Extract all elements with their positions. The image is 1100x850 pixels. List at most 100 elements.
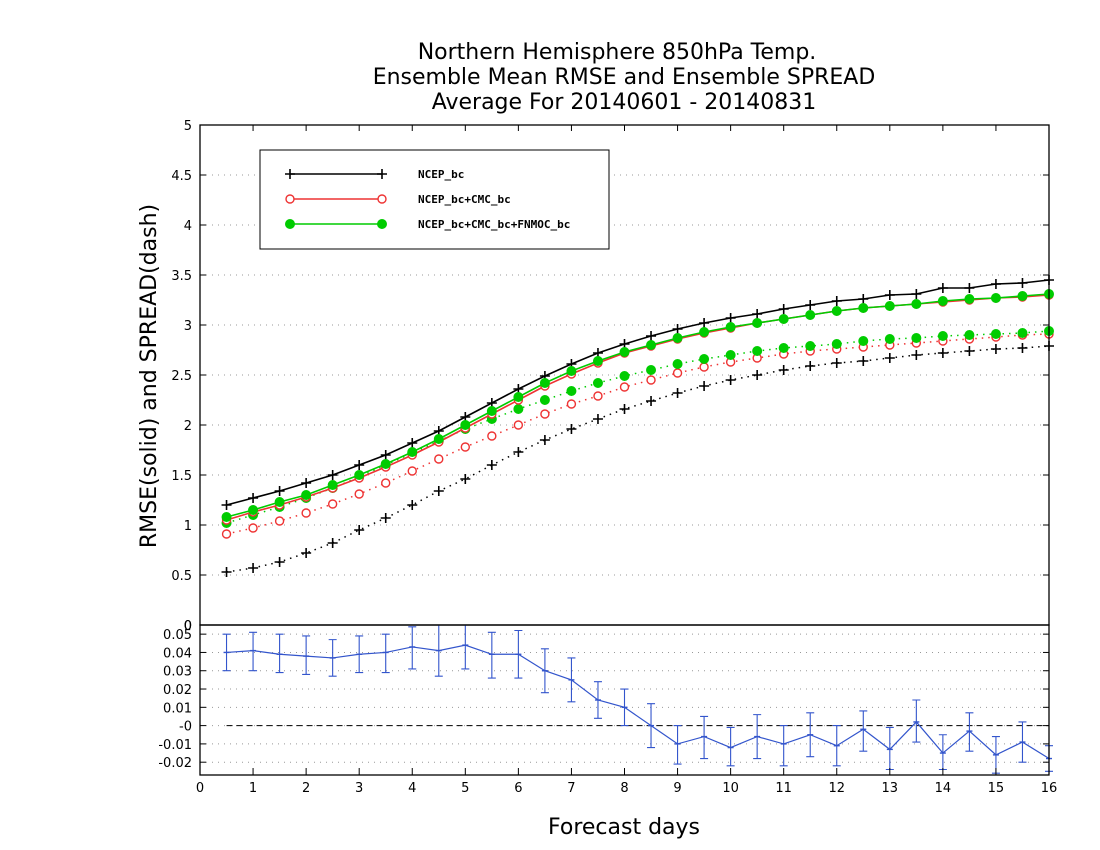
x-tick-label: 7 (567, 781, 575, 796)
legend: NCEP_bc NCEP_bc+CMC_bc NCEP_bc+CMC_bc+FNMO… (259, 149, 610, 250)
rmse-point (752, 309, 763, 319)
rmse-point (778, 314, 789, 324)
spread-point (301, 548, 312, 558)
rmse-line (226, 279, 1050, 506)
bottom-panel-y-ticks: -0.02 -0.01 -0 0 0.01 0.02 0.03 0.04 0.05 (158, 619, 1049, 771)
error-bar (487, 631, 496, 679)
rmse-point (486, 406, 497, 416)
rmse-point (274, 486, 285, 496)
x-axis-ticks: 0 1 2 3 4 5 6 7 8 9 10 11 12 13 14 15 16 (196, 125, 1057, 796)
rmse-point (592, 356, 603, 366)
rmse-point (911, 289, 922, 299)
legend-marker (377, 194, 387, 204)
top-y-tick-label: 0.5 (171, 569, 192, 584)
top-y-tick-label: 3.5 (171, 269, 192, 284)
spread-point (433, 486, 444, 496)
spread-point (248, 563, 259, 573)
rmse-point (990, 279, 1001, 289)
rmse-point (884, 301, 895, 311)
rmse-point (937, 283, 948, 293)
bottom-y-tick-label: 0 (184, 619, 192, 634)
error-bar (275, 633, 284, 674)
error-bar (249, 631, 258, 672)
top-y-tick-label: 0 (184, 619, 192, 634)
bottom-y-tick-label: 0.03 (163, 665, 192, 680)
bottom-y-tick-label: -0.01 (158, 738, 192, 753)
rmse-point (646, 340, 657, 350)
x-tick-label: 14 (935, 781, 952, 796)
legend-entries: NCEP_bc NCEP_bc+CMC_bc NCEP_bc+CMC_bc+FNMO… (285, 168, 570, 231)
rmse-point (566, 366, 577, 376)
rmse-point (699, 327, 710, 337)
top-y-tick-label: 4.5 (171, 169, 192, 184)
spread-point (513, 404, 524, 414)
spread-point (725, 375, 736, 385)
spread-point (964, 346, 975, 356)
spread-point (460, 474, 471, 484)
legend-label: NCEP_bc+CMC_bc+FNMOC_bc (418, 218, 570, 231)
top-y-tick-label: 1 (184, 519, 192, 534)
error-bar (673, 725, 682, 765)
rmse-point (858, 303, 869, 313)
spread-line (226, 345, 1050, 573)
spread-point (513, 447, 524, 457)
rmse-point (699, 318, 710, 328)
x-tick-label: 9 (673, 781, 681, 796)
spread-point (646, 365, 657, 375)
rmse-point (460, 420, 471, 430)
chart-title-line-2: Ensemble Mean RMSE and Ensemble SPREAD (373, 65, 876, 90)
spread-point (487, 431, 497, 441)
rmse-point (327, 480, 338, 490)
x-tick-label: 3 (355, 781, 363, 796)
x-tick-label: 6 (514, 781, 522, 796)
spread-point (1017, 343, 1028, 353)
rmse-point (858, 294, 869, 304)
spread-point (381, 478, 391, 488)
error-bar (726, 726, 735, 767)
spread-point (434, 454, 444, 464)
x-tick-label: 1 (249, 781, 257, 796)
spread-point (1017, 328, 1028, 338)
legend-label: NCEP_bc+CMC_bc (418, 193, 511, 206)
top-y-tick-label: 4 (184, 219, 192, 234)
rmse-point (513, 392, 524, 402)
spread-point (407, 500, 418, 510)
x-tick-label: 2 (302, 781, 310, 796)
bottom-panel-grid (200, 633, 1049, 763)
rmse-point (725, 322, 736, 332)
rmse-point (1017, 278, 1028, 288)
spread-point (672, 388, 683, 398)
spread-point (672, 359, 683, 369)
bottom-panel-series (222, 624, 1053, 774)
legend-marker (285, 169, 295, 179)
bottom-y-tick-label: 0.02 (163, 683, 192, 698)
spread-point (354, 525, 365, 535)
spread-point (380, 513, 391, 523)
rmse-point (884, 290, 895, 300)
top-y-tick-label: 2 (184, 419, 192, 434)
x-tick-label: 13 (882, 781, 899, 796)
chart-title-line-1: Northern Hemisphere 850hPa Temp. (418, 40, 817, 65)
spread-point (831, 339, 842, 349)
rmse-point (619, 347, 630, 357)
rmse-line (226, 293, 1050, 518)
rmse-point (433, 434, 444, 444)
rmse-point (831, 296, 842, 306)
bottom-y-tick-label: -0.02 (158, 756, 192, 771)
spread-point (486, 460, 497, 470)
x-tick-label: 8 (620, 781, 628, 796)
spread-point (937, 331, 948, 341)
rmse-point (248, 505, 259, 515)
spread-point (301, 508, 311, 518)
error-bar (938, 734, 947, 771)
x-tick-label: 4 (408, 781, 416, 796)
rmse-point (274, 497, 285, 507)
spread-point (646, 396, 657, 406)
spread-point (619, 371, 630, 381)
rmse-point (964, 294, 975, 304)
spread-point (327, 538, 338, 548)
spread-point (699, 362, 709, 372)
top-panel-y-ticks: 0 0.5 1 1.5 2 2.5 3 3.5 4 4.5 5 (171, 119, 1049, 634)
spread-point (539, 435, 550, 445)
